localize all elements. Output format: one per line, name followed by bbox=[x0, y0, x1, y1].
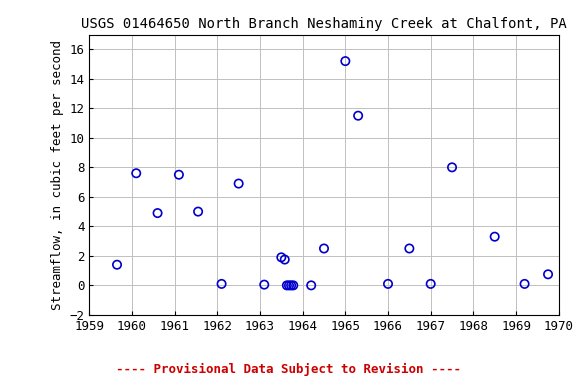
Point bbox=[112, 262, 122, 268]
Point bbox=[289, 282, 298, 288]
Y-axis label: Streamflow, in cubic feet per second: Streamflow, in cubic feet per second bbox=[51, 40, 64, 310]
Point bbox=[286, 282, 295, 288]
Point bbox=[175, 172, 184, 178]
Point bbox=[234, 180, 243, 187]
Point bbox=[405, 245, 414, 252]
Point bbox=[280, 257, 289, 263]
Point bbox=[306, 282, 316, 288]
Point bbox=[282, 282, 291, 288]
Point bbox=[217, 281, 226, 287]
Point bbox=[543, 271, 552, 277]
Point bbox=[426, 281, 435, 287]
Point bbox=[276, 254, 286, 260]
Point bbox=[384, 281, 393, 287]
Point bbox=[520, 281, 529, 287]
Point bbox=[260, 281, 269, 288]
Point bbox=[448, 164, 457, 170]
Point bbox=[354, 113, 363, 119]
Title: USGS 01464650 North Branch Neshaminy Creek at Chalfont, PA: USGS 01464650 North Branch Neshaminy Cre… bbox=[81, 17, 567, 31]
Point bbox=[153, 210, 162, 216]
Point bbox=[490, 233, 499, 240]
Point bbox=[194, 209, 203, 215]
Point bbox=[132, 170, 141, 176]
Text: ---- Provisional Data Subject to Revision ----: ---- Provisional Data Subject to Revisio… bbox=[116, 363, 460, 376]
Point bbox=[341, 58, 350, 64]
Point bbox=[285, 282, 294, 288]
Point bbox=[319, 245, 328, 252]
